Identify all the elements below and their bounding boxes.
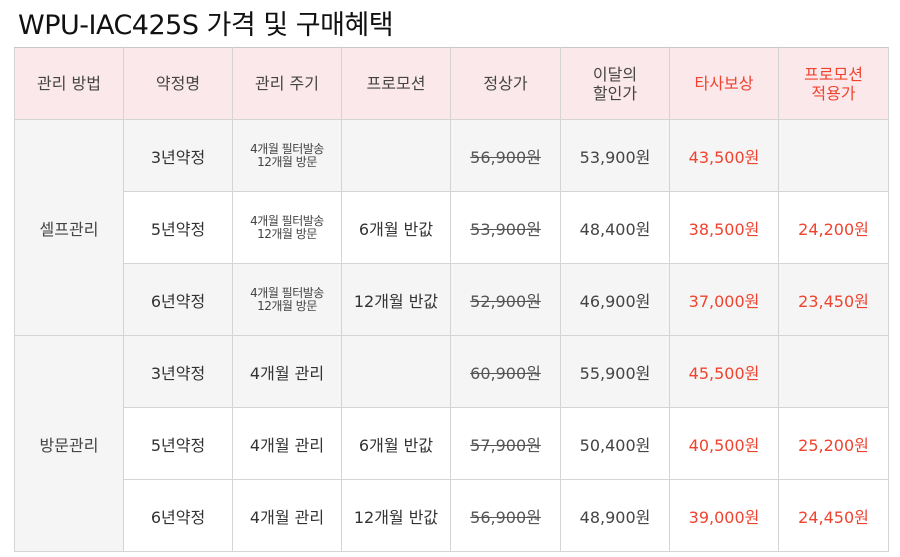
original-price-cell: 53,900원 xyxy=(450,191,561,264)
discount-price-cell: 53,900원 xyxy=(560,119,670,192)
table-header-row: 관리 방법 약정명 관리 주기 프로모션 정상가 이달의 할인가 타사보상 프로모… xyxy=(14,47,889,120)
header-discount-price: 이달의 할인가 xyxy=(560,47,670,120)
table-row: 6년약정 4개월 관리 12개월 반값 56,900원 48,900원 39,0… xyxy=(15,479,889,552)
promo-cell xyxy=(341,119,451,192)
competitor-price-cell: 37,000원 xyxy=(669,263,779,336)
original-price-cell: 60,900원 xyxy=(450,335,561,408)
cycle-cell: 4개월 관리 xyxy=(232,407,342,480)
promo-price-cell: 24,200원 xyxy=(778,191,889,264)
header-method: 관리 방법 xyxy=(14,47,124,120)
page-title: WPU-IAC425S 가격 및 구매혜택 xyxy=(18,10,394,41)
discount-price-cell: 46,900원 xyxy=(560,263,670,336)
promo-cell: 12개월 반값 xyxy=(341,263,451,336)
cycle-cell: 4개월 필터발송 12개월 방문 xyxy=(232,263,342,336)
table-row: 6년약정 4개월 필터발송 12개월 방문 12개월 반값 52,900원 46,… xyxy=(15,263,889,336)
header-promo-price: 프로모션 적용가 xyxy=(778,47,889,120)
promo-cell: 6개월 반값 xyxy=(341,407,451,480)
contract-cell: 5년약정 xyxy=(123,407,233,480)
discount-price-cell: 50,400원 xyxy=(560,407,670,480)
method-cell: 셀프관리 xyxy=(14,119,124,336)
promo-price-cell xyxy=(778,119,889,192)
promo-price-cell: 25,200원 xyxy=(778,407,889,480)
contract-cell: 6년약정 xyxy=(123,263,233,336)
table-row: 5년약정 4개월 관리 6개월 반값 57,900원 50,400원 40,50… xyxy=(15,407,889,480)
contract-cell: 5년약정 xyxy=(123,191,233,264)
cycle-cell: 4개월 관리 xyxy=(232,335,342,408)
promo-price-cell: 23,450원 xyxy=(778,263,889,336)
table-row: 셀프관리 3년약정 4개월 필터발송 12개월 방문 56,900원 53,900… xyxy=(14,119,889,336)
original-price-cell: 52,900원 xyxy=(450,263,561,336)
header-contract: 약정명 xyxy=(123,47,233,120)
competitor-price-cell: 38,500원 xyxy=(669,191,779,264)
competitor-price-cell: 45,500원 xyxy=(669,335,779,408)
header-cycle: 관리 주기 xyxy=(232,47,342,120)
original-price-cell: 57,900원 xyxy=(450,407,561,480)
discount-price-cell: 48,400원 xyxy=(560,191,670,264)
header-promo: 프로모션 xyxy=(341,47,451,120)
promo-price-cell xyxy=(778,335,889,408)
competitor-price-cell: 43,500원 xyxy=(669,119,779,192)
contract-cell: 3년약정 xyxy=(123,335,233,408)
promo-price-cell: 24,450원 xyxy=(778,479,889,552)
contract-cell: 6년약정 xyxy=(123,479,233,552)
original-price-cell: 56,900원 xyxy=(450,479,561,552)
header-competitor-comp: 타사보상 xyxy=(669,47,779,120)
competitor-price-cell: 39,000원 xyxy=(669,479,779,552)
competitor-price-cell: 40,500원 xyxy=(669,407,779,480)
promo-cell: 12개월 반값 xyxy=(341,479,451,552)
cycle-cell: 4개월 필터발송 12개월 방문 xyxy=(232,191,342,264)
table-row: 방문관리 3년약정 4개월 관리 60,900원 55,900원 45,500원 xyxy=(14,335,889,552)
table-row: 5년약정 4개월 필터발송 12개월 방문 6개월 반값 53,900원 48,4… xyxy=(15,191,889,264)
contract-cell: 3년약정 xyxy=(123,119,233,192)
price-table: 관리 방법 약정명 관리 주기 프로모션 정상가 이달의 할인가 타사보상 프로모… xyxy=(14,47,889,552)
discount-price-cell: 48,900원 xyxy=(560,479,670,552)
cycle-cell: 4개월 필터발송 12개월 방문 xyxy=(232,119,342,192)
original-price-cell: 56,900원 xyxy=(450,119,561,192)
promo-cell xyxy=(341,335,451,408)
discount-price-cell: 55,900원 xyxy=(560,335,670,408)
cycle-cell: 4개월 관리 xyxy=(232,479,342,552)
promo-cell: 6개월 반값 xyxy=(341,191,451,264)
header-original-price: 정상가 xyxy=(450,47,561,120)
method-cell: 방문관리 xyxy=(14,335,124,552)
